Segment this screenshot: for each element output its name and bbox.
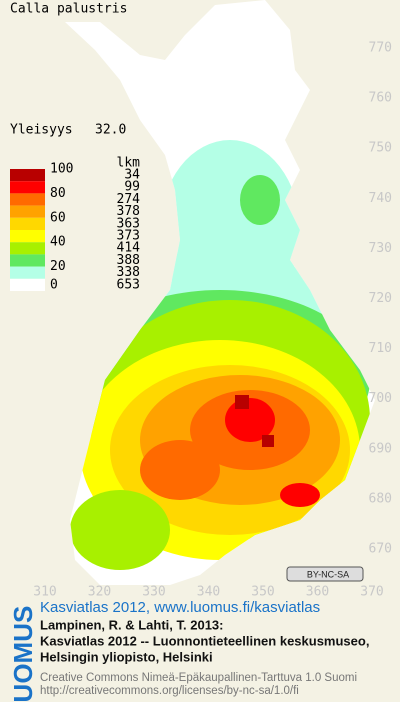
legend-swatch xyxy=(10,266,45,279)
legend-count: 388 xyxy=(117,253,140,268)
x-tick-label: 330 xyxy=(142,585,165,600)
legend-swatch xyxy=(10,193,45,206)
x-tick-label: 340 xyxy=(197,585,220,600)
citation-line: Kasviatlas 2012 -- Luonnontieteellinen k… xyxy=(40,633,369,648)
legend-count: 363 xyxy=(117,216,140,231)
y-tick-label: 740 xyxy=(369,191,392,206)
count-header: lkm xyxy=(117,156,141,171)
license-badge-box xyxy=(286,566,364,582)
license-line: Creative Commons Nimeä-Epäkaupallinen-Ta… xyxy=(40,672,357,684)
legend-count: 99 xyxy=(124,180,140,195)
legend-count: 378 xyxy=(117,204,140,219)
title: Calla palustris xyxy=(10,2,127,17)
frequency-value: 32.0 xyxy=(95,123,126,138)
legend-swatch xyxy=(10,254,45,267)
legend-count: 653 xyxy=(117,277,140,292)
y-tick-label: 690 xyxy=(369,441,392,456)
legend-scale-label: 40 xyxy=(50,235,66,250)
y-tick-label: 670 xyxy=(369,542,392,557)
x-tick-label: 320 xyxy=(88,585,111,600)
legend-scale-label: 100 xyxy=(50,162,73,177)
legend-scale-label: 80 xyxy=(50,186,66,201)
y-tick-label: 730 xyxy=(369,241,392,256)
legend-swatch xyxy=(10,217,45,230)
legend-swatch xyxy=(10,205,45,218)
legend-count: 414 xyxy=(117,241,141,256)
frequency-label: Yleisyys xyxy=(10,123,73,138)
x-tick-label: 350 xyxy=(251,585,274,600)
legend-swatch xyxy=(10,242,45,255)
y-tick-label: 760 xyxy=(369,91,392,106)
license-badge: BY-NC-SA xyxy=(307,569,349,579)
citation-line: Lampinen, R. & Lahti, T. 2013: xyxy=(40,617,223,632)
legend-count: 338 xyxy=(117,265,140,280)
y-tick-label: 770 xyxy=(369,41,392,56)
legend-count: 274 xyxy=(117,192,141,207)
citation-line: Helsingin yliopisto, Helsinki xyxy=(40,649,213,664)
logo: LUOMUS xyxy=(8,606,38,702)
legend-scale-label: 0 xyxy=(50,277,58,292)
x-tick-label: 370 xyxy=(360,585,383,600)
legend-count: 34 xyxy=(124,168,140,183)
license-line: http://creativecommons.org/licenses/by-n… xyxy=(40,685,299,697)
y-tick-label: 680 xyxy=(369,491,392,506)
legend-scale-label: 60 xyxy=(50,210,66,225)
x-tick-label: 360 xyxy=(306,585,329,600)
y-tick-label: 700 xyxy=(369,391,392,406)
legend-count: 373 xyxy=(117,229,140,244)
atlas-link: Kasviatlas 2012, www.luomus.fi/kasviatla… xyxy=(40,599,320,616)
legend-swatch xyxy=(10,181,45,194)
y-tick-label: 710 xyxy=(369,341,392,356)
legend-swatch xyxy=(10,169,45,182)
y-tick-label: 720 xyxy=(369,291,392,306)
y-tick-label: 750 xyxy=(369,141,392,156)
x-tick-label: 310 xyxy=(33,585,56,600)
legend-scale-label: 20 xyxy=(50,259,66,274)
legend-swatch xyxy=(10,230,45,243)
legend-swatch xyxy=(10,278,45,291)
